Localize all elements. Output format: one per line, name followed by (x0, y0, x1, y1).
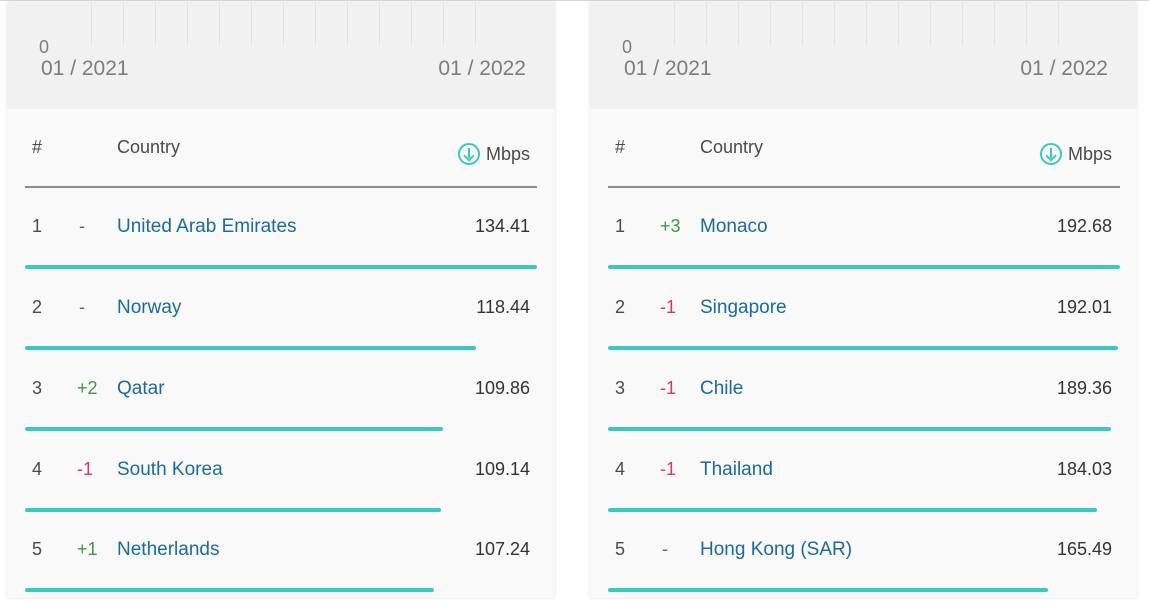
country-link[interactable]: Hong Kong (SAR) (700, 539, 853, 560)
row-rank: 2 (32, 297, 43, 317)
country-link[interactable]: Monaco (700, 216, 768, 237)
row-rank: 1 (32, 216, 43, 236)
row-speed-value: 184.03 (1056, 459, 1112, 479)
header-country: Country (117, 137, 181, 157)
table-row: 1 +3 Monaco 192.68 (590, 202, 1137, 283)
speed-bar (608, 588, 1048, 592)
country-link[interactable]: Thailand (700, 459, 773, 480)
table-row: 4 -1 Thailand 184.03 (590, 445, 1137, 526)
row-speed-value: 165.49 (1056, 539, 1112, 559)
row-change: +2 (77, 378, 98, 398)
row-speed-value: 189.36 (1056, 378, 1112, 398)
speed-bar (25, 265, 537, 269)
speed-bar (608, 265, 1120, 269)
header-rank: # (32, 137, 43, 157)
row-change: -1 (660, 297, 677, 317)
row-change: - (79, 297, 85, 317)
country-link[interactable]: United Arab Emirates (117, 216, 297, 237)
download-icon (1039, 143, 1062, 165)
row-rank: 5 (615, 539, 626, 559)
speed-bar (25, 346, 476, 350)
row-speed-value: 107.24 (474, 539, 530, 559)
table-row: 2 - Norway 118.44 (7, 283, 555, 364)
country-link[interactable]: Netherlands (117, 539, 220, 560)
country-link[interactable]: Qatar (117, 378, 165, 399)
speed-bar (608, 427, 1111, 431)
header-speed: Mbps (457, 143, 530, 165)
axis-start-date: 01 / 2021 (624, 57, 712, 80)
table-row: 2 -1 Singapore 192.01 (590, 283, 1137, 364)
table-row: 5 +1 Netherlands 107.24 (7, 525, 555, 606)
row-rank: 2 (615, 297, 626, 317)
row-change: - (79, 216, 85, 236)
row-change: -1 (77, 459, 94, 479)
row-speed-value: 109.14 (474, 459, 530, 479)
chart-grid (91, 2, 491, 46)
trend-chart: 0 01 / 2021 01 / 2022 (7, 2, 555, 109)
chart-grid (674, 2, 1074, 46)
mobile-ranking-panel: 0 01 / 2021 01 / 2022 # Country Mbps 1 +… (590, 2, 1137, 598)
trend-chart: 0 01 / 2021 01 / 2022 (590, 2, 1137, 109)
row-change: -1 (660, 459, 677, 479)
row-speed-value: 192.01 (1056, 297, 1112, 317)
country-link[interactable]: Norway (117, 297, 182, 318)
header-divider (608, 186, 1120, 188)
header-speed-unit: Mbps (1067, 143, 1112, 164)
table-row: 5 - Hong Kong (SAR) 165.49 (590, 525, 1137, 606)
speed-bar (25, 427, 443, 431)
axis-end-date: 01 / 2022 (1020, 57, 1108, 80)
table-row: 3 -1 Chile 189.36 (590, 364, 1137, 445)
row-rank: 3 (32, 378, 43, 398)
row-speed-value: 192.68 (1056, 216, 1112, 236)
row-change: +1 (77, 539, 98, 559)
header-divider (25, 186, 537, 188)
row-change: -1 (660, 378, 677, 398)
header-speed: Mbps (1039, 143, 1112, 165)
speed-bar (25, 588, 434, 592)
header-speed-unit: Mbps (485, 143, 530, 164)
header-rank: # (615, 137, 626, 157)
row-speed-value: 118.44 (476, 297, 530, 317)
axis-start-date: 01 / 2021 (41, 57, 129, 80)
row-rank: 1 (615, 216, 626, 236)
row-speed-value: 134.41 (474, 216, 530, 236)
row-change: - (662, 539, 668, 559)
speed-bar (608, 508, 1097, 512)
axis-end-date: 01 / 2022 (438, 57, 526, 80)
header-country: Country (700, 137, 764, 157)
speed-bar (608, 346, 1118, 350)
country-link[interactable]: South Korea (117, 459, 223, 480)
table-row: 3 +2 Qatar 109.86 (7, 364, 555, 445)
top-divider (0, 0, 1149, 1)
table-row: 1 - United Arab Emirates 134.41 (7, 202, 555, 283)
download-icon (457, 143, 480, 165)
row-change: +3 (660, 216, 681, 236)
table-row: 4 -1 South Korea 109.14 (7, 445, 555, 526)
axis-zero-label: 0 (39, 37, 50, 57)
axis-zero-label: 0 (622, 37, 633, 57)
speed-bar (25, 508, 441, 512)
country-link[interactable]: Chile (700, 378, 744, 399)
row-rank: 5 (32, 539, 43, 559)
fixed-broadband-ranking-panel: 0 01 / 2021 01 / 2022 # Country Mbps 1 -… (7, 2, 555, 598)
row-speed-value: 109.86 (474, 378, 530, 398)
row-rank: 3 (615, 378, 626, 398)
row-rank: 4 (32, 459, 43, 479)
row-rank: 4 (615, 459, 626, 479)
country-link[interactable]: Singapore (700, 297, 787, 318)
